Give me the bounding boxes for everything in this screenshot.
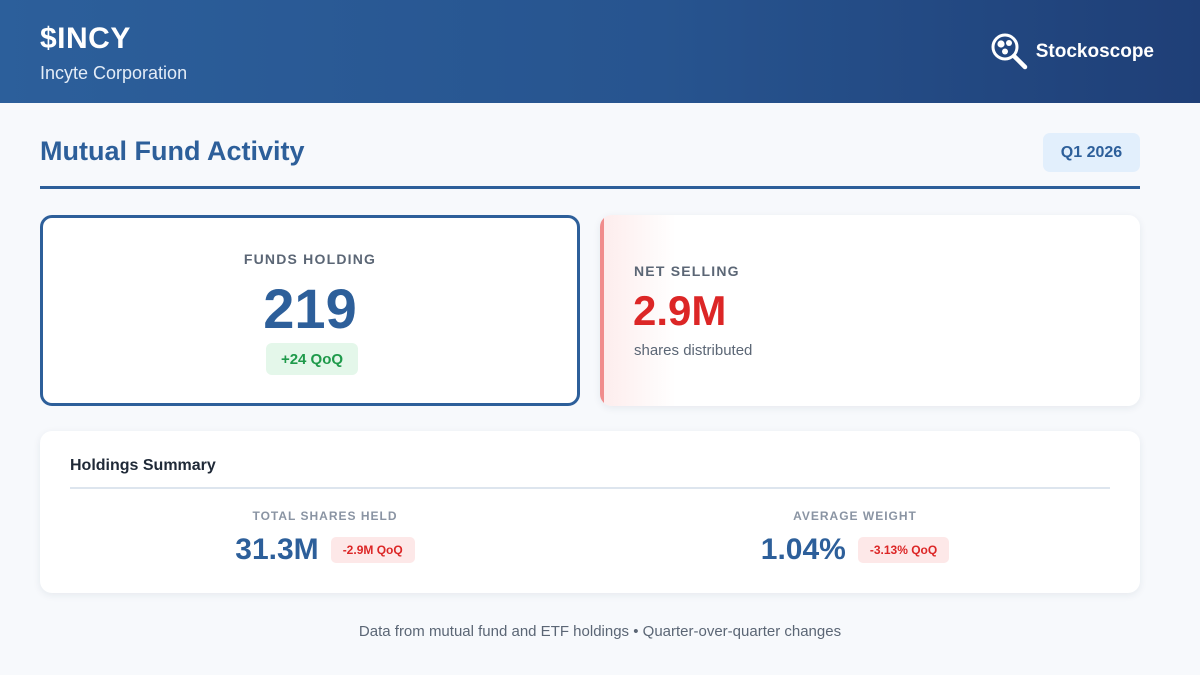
net-selling-label: NET SELLING <box>634 263 740 279</box>
funds-holding-card: FUNDS HOLDING 219 +24 QoQ <box>40 215 580 406</box>
company-name: Incyte Corporation <box>40 63 188 83</box>
total-shares-value: 31.3M <box>235 533 319 566</box>
ticker-symbol: $INCY <box>40 22 131 55</box>
net-selling-caption: shares distributed <box>634 342 753 359</box>
quarter-badge: Q1 2026 <box>1043 133 1140 172</box>
holdings-summary-card: Holdings Summary TOTAL SHARES HELD 31.3M… <box>40 431 1140 593</box>
total-shares-label: TOTAL SHARES HELD <box>252 509 398 523</box>
brand-logo[interactable]: Stockoscope <box>990 32 1154 72</box>
net-selling-card: NET SELLING 2.9M shares distributed <box>600 215 1140 406</box>
net-selling-value: 2.9M <box>633 287 727 334</box>
footer-note: Data from mutual fund and ETF holdings •… <box>358 623 842 640</box>
total-shares-metric: TOTAL SHARES HELD 31.3M -2.9M QoQ <box>65 509 585 567</box>
title-divider <box>40 186 1140 189</box>
average-weight-change-badge: -3.13% QoQ <box>857 537 950 563</box>
brand-name: Stockoscope <box>1035 41 1154 62</box>
magnifier-logo-icon <box>991 33 1027 70</box>
summary-divider <box>70 487 1110 489</box>
page-header: $INCY Incyte Corporation Stockoscope <box>0 0 1200 103</box>
net-selling-accent-bar <box>600 215 604 406</box>
page-title: Mutual Fund Activity <box>40 136 305 166</box>
average-weight-value: 1.04% <box>760 533 846 566</box>
average-weight-label: AVERAGE WEIGHT <box>793 509 917 523</box>
funds-holding-label: FUNDS HOLDING <box>243 251 377 267</box>
average-weight-metric: AVERAGE WEIGHT 1.04% -3.13% QoQ <box>595 509 1115 567</box>
total-shares-change-badge: -2.9M QoQ <box>330 537 415 563</box>
funds-holding-change-badge: +24 QoQ <box>266 343 358 375</box>
holdings-summary-title: Holdings Summary <box>70 457 216 474</box>
funds-holding-value: 219 <box>263 277 357 340</box>
